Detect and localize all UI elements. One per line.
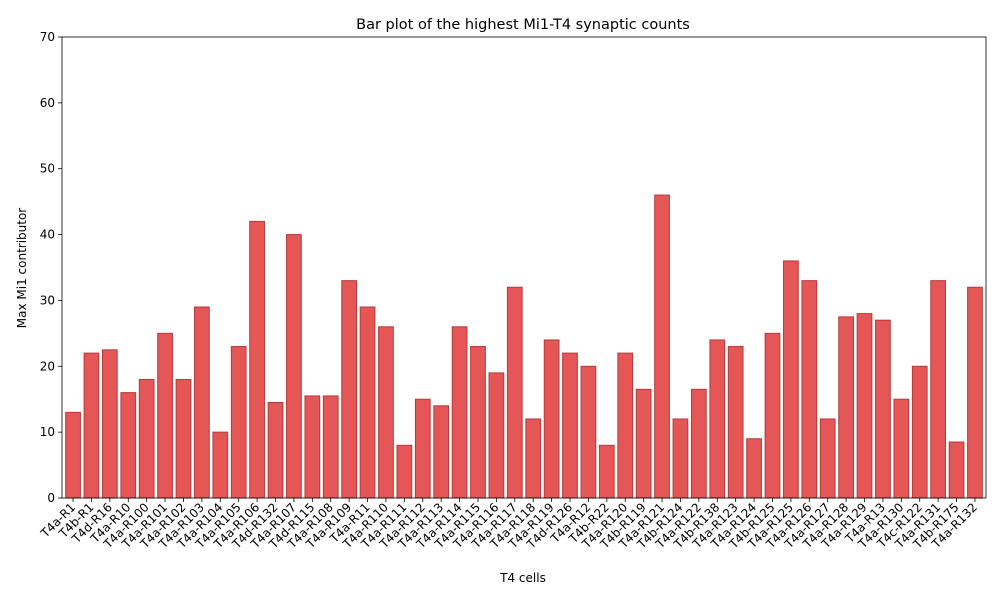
bar xyxy=(101,349,118,499)
bar xyxy=(304,395,321,499)
bar xyxy=(801,280,818,499)
bar xyxy=(746,438,762,499)
y-tick-label: 0 xyxy=(47,491,55,505)
bar xyxy=(690,388,707,499)
bar xyxy=(433,405,450,499)
bar xyxy=(488,372,505,499)
bar xyxy=(470,346,486,499)
bar xyxy=(911,365,928,499)
bar xyxy=(286,234,302,499)
bar xyxy=(617,352,634,499)
y-tick-label: 40 xyxy=(40,228,55,242)
y-tick-label: 20 xyxy=(40,359,55,373)
bar xyxy=(856,313,873,499)
bar xyxy=(635,388,652,499)
bar xyxy=(65,411,81,499)
y-tick-label: 30 xyxy=(40,293,55,307)
y-tick-label: 50 xyxy=(40,162,55,176)
bar xyxy=(764,332,781,499)
bar xyxy=(783,260,799,499)
bars xyxy=(65,194,983,499)
bar xyxy=(341,280,358,499)
y-tick-label: 10 xyxy=(40,425,55,439)
bar xyxy=(451,326,468,499)
bar xyxy=(359,306,376,499)
bar xyxy=(322,395,339,499)
bar xyxy=(967,286,983,499)
bar xyxy=(709,339,726,499)
bar xyxy=(175,378,192,499)
bar xyxy=(157,332,173,499)
bar xyxy=(838,316,854,499)
bar xyxy=(598,444,615,499)
bar xyxy=(396,444,413,499)
bar xyxy=(543,339,560,499)
bar xyxy=(249,220,265,499)
bar xyxy=(654,194,670,499)
bar xyxy=(194,306,210,499)
bar xyxy=(414,398,431,499)
bar xyxy=(672,418,689,499)
bar xyxy=(267,402,284,499)
bar xyxy=(727,346,744,499)
y-axis-ticks: 0 10 20 30 40 50 60 70 xyxy=(40,30,62,505)
x-axis-ticks: T4a-R1T4b-R1T4d-R16T4a-R10T4a-R100T4a-R1… xyxy=(37,498,980,552)
bar xyxy=(230,346,247,499)
bar xyxy=(893,398,910,499)
bar xyxy=(212,431,229,499)
bar xyxy=(948,441,965,499)
y-axis-label: Max Mi1 contributor xyxy=(15,208,29,329)
bar xyxy=(83,352,100,499)
y-tick-label: 60 xyxy=(40,96,55,110)
chart-title: Bar plot of the highest Mi1-T4 synaptic … xyxy=(356,17,690,33)
y-tick-label: 70 xyxy=(40,30,55,44)
bar xyxy=(378,326,394,499)
bar xyxy=(930,280,947,499)
bar xyxy=(819,418,836,499)
x-axis-label: T4 cells xyxy=(499,571,546,585)
bar xyxy=(525,418,542,499)
bar xyxy=(875,319,891,499)
bar xyxy=(138,378,155,499)
plot-frame xyxy=(61,36,987,499)
bar xyxy=(120,392,137,499)
bar xyxy=(562,352,578,499)
bar xyxy=(506,286,523,499)
bar xyxy=(580,365,597,499)
